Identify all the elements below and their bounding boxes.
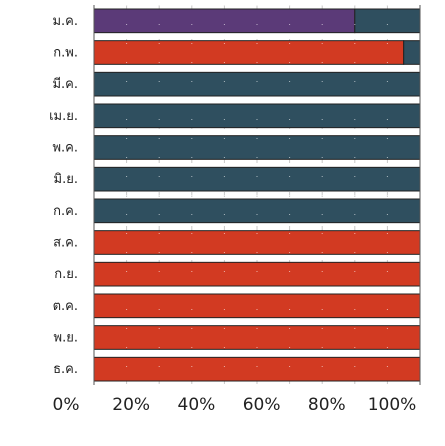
category-label: ต.ค. bbox=[53, 299, 78, 314]
bar-segment bbox=[93, 8, 356, 34]
category-label: ม.ค. bbox=[52, 14, 78, 29]
bar-segment bbox=[93, 293, 421, 319]
category-label: พ.ค. bbox=[52, 141, 78, 156]
category-label: ก.พ. bbox=[53, 46, 78, 61]
x-tick-label: 40% bbox=[178, 395, 216, 415]
category-label: มี.ค. bbox=[52, 76, 78, 92]
bar-segment bbox=[403, 40, 421, 65]
category-label: พ.ย. bbox=[54, 331, 78, 346]
bar-segment bbox=[93, 40, 405, 65]
x-tick-label: 20% bbox=[112, 395, 150, 415]
bar-segment bbox=[93, 135, 421, 160]
bar-segment bbox=[93, 71, 421, 97]
x-tick-label: 80% bbox=[308, 395, 346, 415]
bar-segment bbox=[93, 198, 421, 224]
y-axis-labels: ม.ค. ก.พ. มี.ค. เม.ย. พ.ค. มิ.ย. ก.ค. ส.ค. ก.ย. ต… bbox=[49, 14, 78, 377]
bar-segment bbox=[93, 166, 421, 192]
bars-layer bbox=[93, 5, 421, 385]
bar-segment bbox=[93, 261, 421, 287]
category-label: ธ.ค. bbox=[53, 362, 78, 377]
category-label: เม.ย. bbox=[49, 109, 78, 124]
category-label: มิ.ย. bbox=[54, 172, 78, 187]
bar-segment bbox=[354, 8, 421, 34]
category-label: ส.ค. bbox=[53, 236, 78, 251]
x-tick-label: 100% bbox=[368, 395, 417, 415]
x-axis-labels: 0% 20% 40% 60% 80% 100% bbox=[53, 395, 417, 415]
bar-segment bbox=[93, 356, 421, 382]
bar-segment bbox=[93, 103, 421, 129]
category-label: ก.ค. bbox=[53, 204, 78, 219]
x-tick-label: 60% bbox=[243, 395, 281, 415]
bar-segment bbox=[93, 325, 421, 350]
bar-segment bbox=[93, 230, 421, 255]
category-label: ก.ย. bbox=[54, 267, 78, 282]
x-tick-label: 0% bbox=[53, 395, 80, 415]
